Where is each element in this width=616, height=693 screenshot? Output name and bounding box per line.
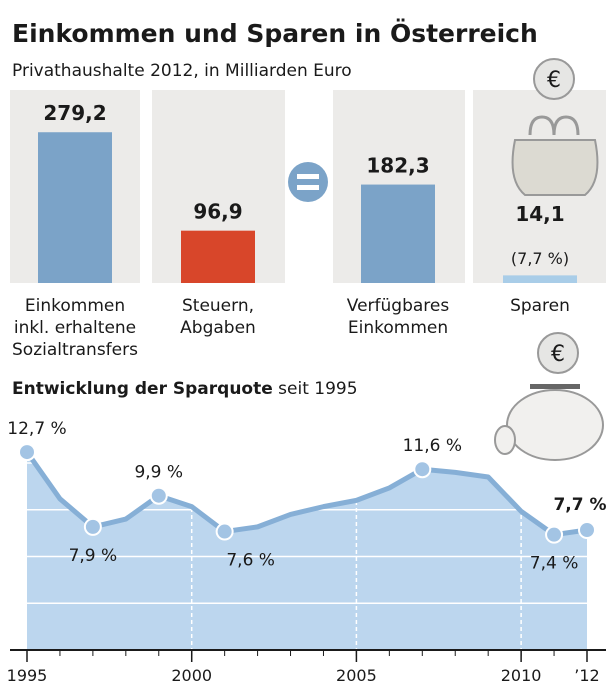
value-label: 96,9 <box>193 200 242 224</box>
line-title-bold: Entwicklung der Sparquote <box>12 379 273 399</box>
purse-clasp <box>528 115 580 136</box>
bar <box>503 275 577 283</box>
x-tick-label: 2000 <box>171 666 212 685</box>
bar <box>361 184 435 283</box>
purse <box>511 139 599 196</box>
bar <box>38 132 112 283</box>
value-label: 9,9 % <box>134 463 183 483</box>
title: Einkommen und Sparen in Österreich <box>12 18 538 48</box>
line <box>24 450 588 538</box>
equals-icon <box>288 162 328 202</box>
x-tick-label: 2005 <box>336 666 377 685</box>
piggy-icon: € <box>494 332 604 461</box>
purse-icon: € <box>511 58 599 196</box>
piggy-body <box>506 389 604 461</box>
value-label: 12,7 % <box>7 419 66 439</box>
coin <box>533 58 575 100</box>
marker <box>149 486 168 505</box>
x-tick-label: ’12 <box>574 666 599 685</box>
equals-bar <box>297 174 319 179</box>
coin-symbol: € <box>551 342 565 367</box>
value-label: 14,1 <box>515 202 564 226</box>
x-tick-label: 1995 <box>7 666 48 685</box>
value-label: 7,6 % <box>226 551 275 571</box>
marker <box>83 517 102 536</box>
category-label: Sparen <box>510 296 570 316</box>
value-label: 7,4 % <box>530 554 579 574</box>
equals-circle <box>288 162 328 202</box>
coin <box>537 332 579 374</box>
marker <box>545 525 564 544</box>
category-label: Steuern, Abgaben <box>180 296 256 338</box>
x-tick-label: 2010 <box>501 666 542 685</box>
marker <box>215 522 234 541</box>
line-title: Entwicklung der Sparquote seit 1995 <box>12 379 358 399</box>
category-label: Verfügbares Einkommen <box>347 296 450 338</box>
value-label: 279,2 <box>43 101 106 125</box>
equals-bar <box>297 185 319 190</box>
subtitle: Privathaushalte 2012, in Milliarden Euro <box>12 61 352 81</box>
value-label: 11,6 % <box>403 436 462 456</box>
bar <box>181 230 255 283</box>
value-label: 7,7 % <box>553 495 606 515</box>
piggy-snout <box>494 425 516 455</box>
marker <box>578 521 596 539</box>
value-label: 182,3 <box>366 154 429 178</box>
line-title-rest: seit 1995 <box>278 379 357 399</box>
marker <box>18 443 36 462</box>
coin-symbol: € <box>547 68 561 93</box>
marker <box>413 460 432 479</box>
category-label: Einkommen inkl. erhaltene Sozialtransfers <box>12 296 138 360</box>
area <box>27 452 587 650</box>
coin-slot <box>530 384 580 389</box>
annotation: (7,7 %) <box>511 249 569 268</box>
value-label: 7,9 % <box>69 546 118 566</box>
